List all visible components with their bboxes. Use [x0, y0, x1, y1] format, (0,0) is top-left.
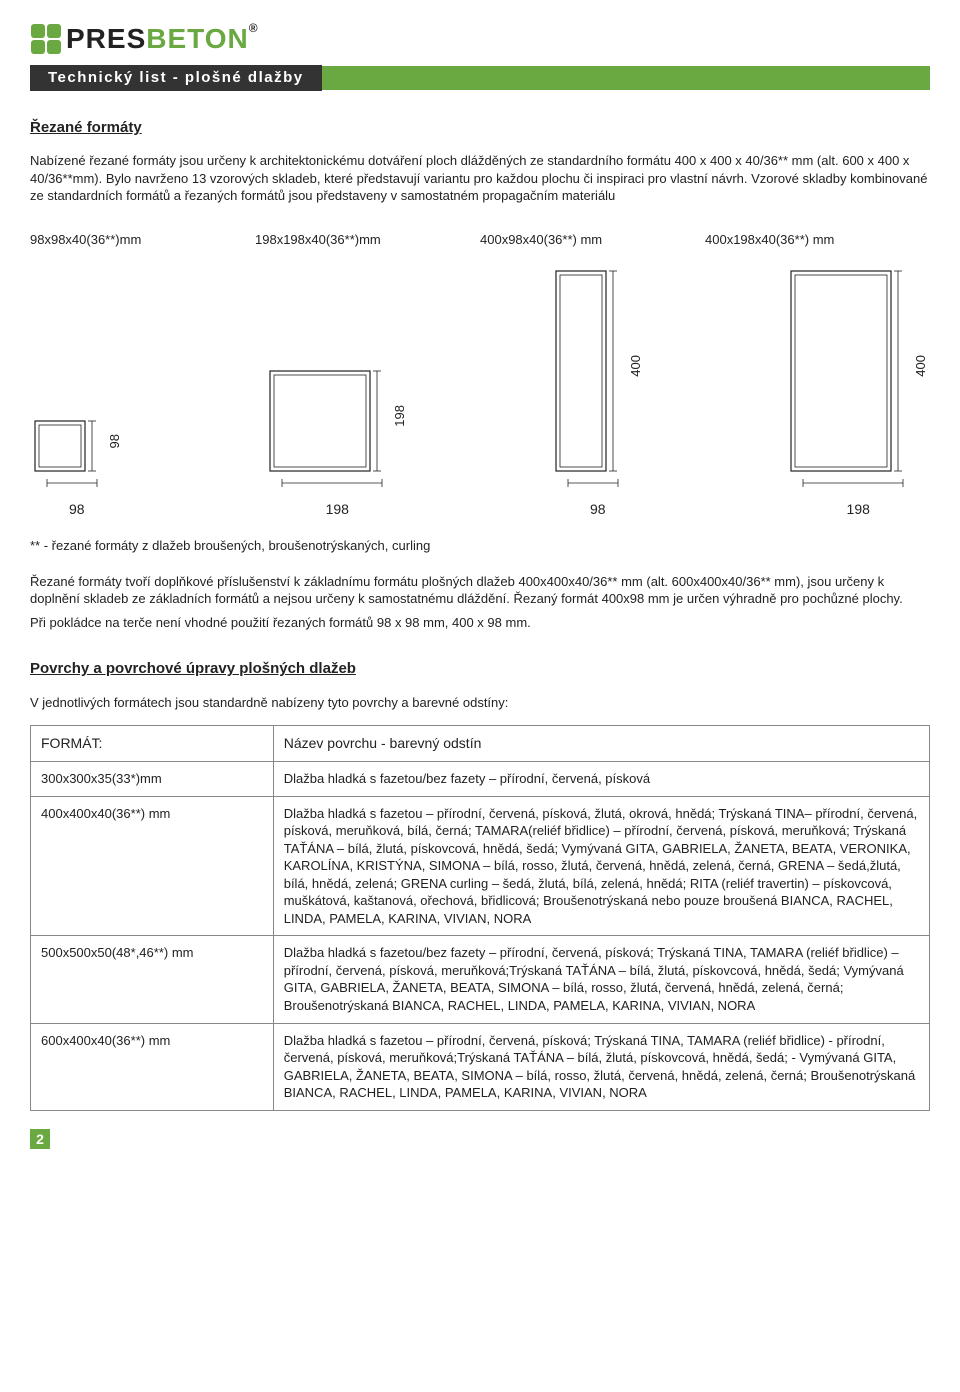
- diagram-400x198-hlabel: 198: [847, 500, 870, 519]
- table-header-row: FORMÁT: Název povrchu - barevný odstín: [31, 726, 930, 762]
- diagram-198x198-svg: [265, 356, 385, 476]
- diagram-400x98-svg: [551, 256, 621, 476]
- format-label-2: 198x198x40(36**)mm: [255, 231, 480, 249]
- logo: PRESBETON®: [30, 20, 930, 58]
- paragraph-accessory: Řezané formáty tvoří doplňkové příslušen…: [30, 573, 930, 608]
- table-cell-format: 300x300x35(33*)mm: [31, 762, 274, 797]
- table-cell-surface: Dlažba hladká s fazetou – přírodní, červ…: [273, 1023, 929, 1110]
- table-row: 500x500x50(48*,46**) mm Dlažba hladká s …: [31, 936, 930, 1023]
- table-cell-format: 600x400x40(36**) mm: [31, 1023, 274, 1110]
- table-header-format: FORMÁT:: [31, 726, 274, 762]
- footnote-cut-formats: ** - řezané formáty z dlažeb broušených,…: [30, 537, 930, 555]
- section-title-povrchy: Povrchy a povrchové úpravy plošných dlaž…: [30, 659, 930, 679]
- table-row: 300x300x35(33*)mm Dlažba hladká s fazeto…: [31, 762, 930, 797]
- logo-text-green: BETON: [146, 23, 249, 54]
- table-cell-surface: Dlažba hladká s fazetou – přírodní, červ…: [273, 796, 929, 936]
- table-cell-format: 500x500x50(48*,46**) mm: [31, 936, 274, 1023]
- format-labels-row: 98x98x40(36**)mm 198x198x40(36**)mm 400x…: [30, 231, 930, 249]
- diagram-400x198: 400 198: [786, 256, 930, 519]
- logo-text-dark: PRES: [66, 23, 146, 54]
- header-bar: Technický list - plošné dlažby: [30, 66, 930, 90]
- diagram-98x98-svg: [30, 406, 100, 476]
- format-label-1: 98x98x40(36**)mm: [30, 231, 255, 249]
- spec-table: FORMÁT: Název povrchu - barevný odstín 3…: [30, 725, 930, 1111]
- format-label-4: 400x198x40(36**) mm: [705, 231, 930, 249]
- diagram-198x198-vlabel: 198: [391, 405, 409, 427]
- table-row: 400x400x40(36**) mm Dlažba hladká s faze…: [31, 796, 930, 936]
- table-header-surface: Název povrchu - barevný odstín: [273, 726, 929, 762]
- diagram-400x98-hlabel: 98: [590, 500, 606, 519]
- header-bar-label: Technický list - plošné dlažby: [30, 65, 322, 91]
- diagram-400x198-hdim: [798, 476, 918, 490]
- diagram-400x198-svg: [786, 256, 906, 476]
- table-cell-surface: Dlažba hladká s fazetou/bez fazety – pří…: [273, 936, 929, 1023]
- diagram-400x98-hdim: [563, 476, 633, 490]
- section1-paragraph: Nabízené řezané formáty jsou určeny k ar…: [30, 152, 930, 205]
- logo-text: PRESBETON®: [66, 20, 259, 58]
- diagram-400x98-vlabel: 400: [627, 355, 645, 377]
- format-label-3: 400x98x40(36**) mm: [480, 231, 705, 249]
- logo-icon: [30, 23, 62, 55]
- page-number: 2: [30, 1129, 930, 1149]
- diagram-98x98: 98 98: [30, 406, 124, 519]
- page-number-value: 2: [30, 1129, 50, 1149]
- table-cell-surface: Dlažba hladká s fazetou/bez fazety – pří…: [273, 762, 929, 797]
- diagram-198x198: 198 198: [265, 356, 409, 519]
- diagram-98x98-hdim: [42, 476, 112, 490]
- diagram-198x198-hlabel: 198: [326, 500, 349, 519]
- logo-reg: ®: [249, 21, 259, 35]
- section2-intro: V jednotlivých formátech jsou standardně…: [30, 694, 930, 712]
- paragraph-terrace-note: Při pokládce na terče není vhodné použit…: [30, 614, 930, 632]
- diagrams-row: 98 98 198 198: [30, 256, 930, 519]
- table-row: 600x400x40(36**) mm Dlažba hladká s faze…: [31, 1023, 930, 1110]
- diagram-98x98-vlabel: 98: [106, 434, 124, 448]
- section-title-rezane: Řezané formáty: [30, 118, 930, 138]
- diagram-400x198-vlabel: 400: [912, 355, 930, 377]
- table-cell-format: 400x400x40(36**) mm: [31, 796, 274, 936]
- diagram-198x198-hdim: [277, 476, 397, 490]
- diagram-98x98-hlabel: 98: [69, 500, 85, 519]
- diagram-400x98: 400 98: [551, 256, 645, 519]
